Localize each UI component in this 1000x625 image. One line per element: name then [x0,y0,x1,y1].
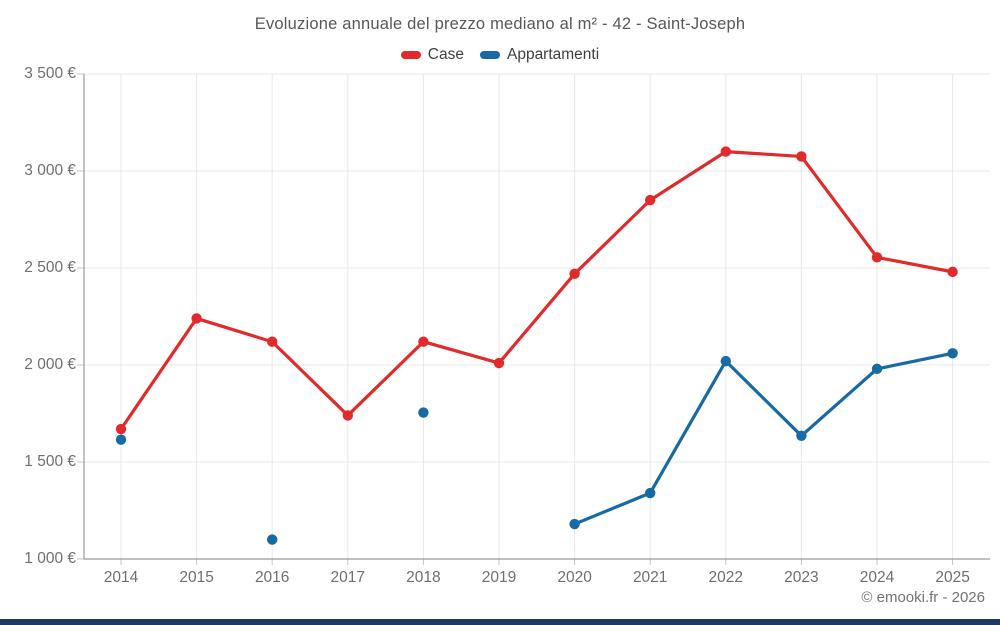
x-axis-tick-label: 2016 [254,569,290,586]
x-axis-tick-label: 2020 [557,569,592,586]
appartamenti-data-point-2025[interactable] [947,348,958,359]
appartamenti-data-point-2020[interactable] [569,518,580,530]
case-series-line [119,150,955,431]
case-data-point-2025[interactable] [947,266,958,278]
legend-label-appartamenti: Appartamenti [506,46,600,63]
appartamenti-data-point-2014[interactable] [115,434,127,445]
x-axis-tick-label: 2022 [708,569,744,586]
case-data-point-2021[interactable] [645,194,656,206]
case-data-point-2015[interactable] [191,313,202,324]
x-axis-tick-label: 2025 [935,569,970,586]
x-axis-tick-label: 2015 [179,569,214,586]
case-data-point-2014[interactable] [115,423,127,435]
case-data-point-2024[interactable] [871,252,883,263]
appartamenti-series-line [572,351,955,526]
legend-label-case: Case [427,46,464,63]
y-axis-tick-label: 2 500 € [24,259,76,276]
y-axis-tick-label: 1 000 € [24,550,76,567]
y-axis-tick-label: 2 000 € [24,356,76,373]
x-axis-tick-label: 2023 [784,569,819,586]
case-series-swatch-icon [400,51,421,59]
appartamenti-data-point-2016[interactable] [267,534,278,545]
legend-item-appartamenti[interactable]: Appartamenti [479,46,600,64]
case-data-point-2019[interactable] [493,357,505,369]
appartamenti-data-point-2018[interactable] [418,407,429,418]
case-data-point-2018[interactable] [418,336,429,347]
x-axis-tick-label: 2024 [859,569,895,586]
case-data-point-2016[interactable] [267,336,278,347]
x-axis-tick-label: 2018 [406,569,441,586]
chart-legend: Case Appartamenti [0,46,1000,64]
y-axis-tick-label: 3 500 € [24,65,76,82]
x-axis-tick-label: 2021 [632,569,668,586]
appartamenti-data-point-2021[interactable] [645,487,656,499]
axis-lines [83,74,990,560]
x-axis-tick-label: 2017 [330,569,366,586]
y-axis-tick-label: 3 000 € [24,162,76,179]
case-data-point-2022[interactable] [720,146,731,157]
chart-title: Evoluzione annuale del prezzo mediano al… [254,15,746,33]
appartamenti-data-point-2022[interactable] [720,355,731,367]
legend-item-case[interactable]: Case [400,46,464,64]
case-data-point-2017[interactable] [342,410,353,421]
case-data-point-2023[interactable] [796,151,807,162]
y-axis-tick-label: 1 500 € [24,453,76,470]
appartamenti-series-swatch-icon [479,51,500,59]
case-data-point-2020[interactable] [569,268,580,280]
appartamenti-data-point-2023[interactable] [796,430,807,442]
bottom-brand-bar [0,619,1000,625]
x-axis-tick-label: 2014 [103,569,139,586]
appartamenti-data-point-2024[interactable] [871,363,883,375]
x-axis-tick-label: 2019 [481,569,517,586]
copyright-text: © emooki.fr - 2026 [861,589,985,606]
